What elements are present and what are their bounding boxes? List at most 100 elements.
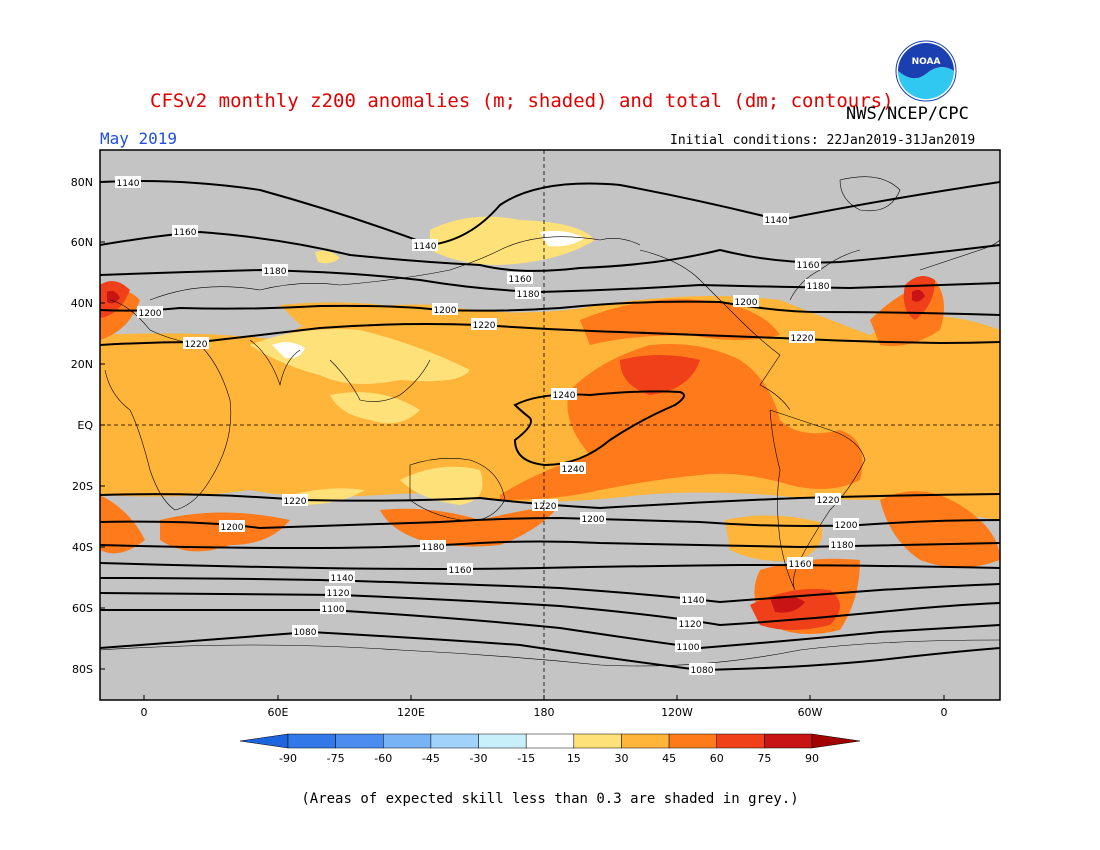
colorbar-segment (525, 733, 575, 749)
anomaly-region-australia-s (380, 505, 560, 547)
svg-text:1180: 1180 (807, 282, 830, 292)
colorbar-segment (621, 733, 670, 749)
longitude-labels: 0 60E 120E 180 120W 60W 0 (141, 695, 948, 719)
contour-1080-s (100, 630, 1000, 672)
lat-label: 60S (72, 602, 93, 615)
svg-text:1160: 1160 (509, 275, 532, 285)
contour-label: 1220 (471, 318, 497, 331)
colorbar-tick-label: 45 (662, 752, 676, 765)
contour-1100-s (100, 609, 1000, 650)
svg-text:1180: 1180 (517, 290, 540, 300)
anomaly-region-australia (400, 466, 483, 505)
latitude-labels: 80N 60N 40N 20N EQ 20S 40S 60S 80S (71, 176, 105, 676)
svg-text:1160: 1160 (797, 261, 820, 271)
contour-label: 1140 (115, 176, 141, 189)
svg-text:1220: 1220 (473, 321, 496, 331)
colorbar-segment (478, 733, 527, 749)
footnote: (Areas of expected skill less than 0.3 a… (301, 791, 799, 807)
svg-text:1180: 1180 (831, 541, 854, 551)
anomaly-region-asia-band (280, 302, 434, 330)
lon-label: 120W (661, 706, 693, 719)
contour-label: 1160 (447, 563, 473, 576)
contour-label: 1180 (420, 540, 446, 553)
forecast-month: May 2019 (100, 129, 178, 148)
anomaly-region-atlantic-s (880, 491, 1000, 568)
svg-text:1200: 1200 (139, 309, 162, 319)
contour-label: 1200 (219, 520, 245, 533)
contour-label: 1080 (689, 663, 715, 676)
anomaly-region-west-edge-s (100, 495, 145, 554)
contour-label: 1180 (262, 264, 288, 277)
anomaly-region-small-60n (315, 250, 340, 264)
svg-text:1200: 1200 (735, 298, 758, 308)
anomaly-region-pacific-white (540, 230, 585, 247)
coast-africa (104, 299, 232, 511)
colorbar-segment (573, 733, 622, 749)
colorbar-tick-label: 90 (805, 752, 819, 765)
contour-1220-n (100, 323, 1000, 346)
contour-label: 1200 (137, 306, 163, 319)
lon-label: 60E (268, 706, 289, 719)
svg-text:1200: 1200 (835, 521, 858, 531)
contour-label: 1120 (677, 617, 703, 630)
svg-text:1220: 1220 (284, 497, 307, 507)
contour-label: 1100 (320, 602, 346, 615)
coast-india (249, 339, 301, 387)
svg-text:1240: 1240 (562, 465, 585, 475)
contour-label: 1200 (833, 518, 859, 531)
svg-text:1140: 1140 (682, 596, 705, 606)
contour-label: 1160 (787, 557, 813, 570)
colorbar-tick-label: -60 (374, 752, 392, 765)
anomaly-region-central-pacific (500, 344, 863, 500)
contour-label: 1220 (789, 331, 815, 344)
contour-label: 1160 (507, 272, 533, 285)
svg-text:1080: 1080 (294, 628, 317, 638)
colorbar-segment (239, 733, 289, 749)
contour-label: 1220 (183, 337, 209, 350)
svg-text:1160: 1160 (789, 560, 812, 570)
colorbar-segment (430, 733, 479, 749)
lat-label: 80S (72, 663, 93, 676)
colorbar-segment (668, 733, 717, 749)
colorbar-tick-label: -15 (517, 752, 535, 765)
anomaly-shading (100, 216, 1000, 634)
contour-label: 1220 (815, 493, 841, 506)
lat-label: 20S (72, 480, 93, 493)
anomaly-region-dark-red-1 (770, 595, 805, 613)
contour-label: 1200 (733, 295, 759, 308)
anomaly-region-pacific-red (620, 355, 700, 395)
contour-label: 1120 (325, 586, 351, 599)
contour-label: 1240 (560, 462, 586, 475)
colorbar-tick-label: -90 (279, 752, 297, 765)
lon-label: 120E (397, 706, 425, 719)
lon-label: 180 (534, 706, 555, 719)
svg-text:1220: 1220 (791, 334, 814, 344)
contour-1200-n (100, 300, 1000, 316)
coastlines (100, 176, 1000, 667)
lat-label: 40S (72, 541, 93, 554)
anomaly-region-pacific-n40 (580, 299, 780, 345)
anomaly-region-tibet (272, 342, 305, 359)
colorbar-segment (811, 733, 861, 749)
colorbar-tick-label: 60 (710, 752, 724, 765)
agency-label: NWS/NCEP/CPC (846, 104, 969, 124)
colorbar-segment (764, 733, 813, 749)
anomaly-region-india (250, 329, 470, 384)
contour-label: 1140 (763, 213, 789, 226)
contour-label: 1220 (532, 499, 558, 512)
svg-text:1160: 1160 (174, 228, 197, 238)
svg-text:1100: 1100 (677, 643, 700, 653)
noaa-logo: NOAA (895, 40, 957, 102)
svg-text:1200: 1200 (434, 306, 457, 316)
logo-text: NOAA (912, 57, 941, 67)
contour-label: 1100 (675, 640, 701, 653)
svg-text:1140: 1140 (331, 574, 354, 584)
coast-greenland (839, 176, 901, 212)
colorbar-tick-label: 15 (567, 752, 581, 765)
contour-label: 1180 (515, 287, 541, 300)
colorbar-tick-label: -75 (327, 752, 345, 765)
svg-text:1200: 1200 (582, 515, 605, 525)
colorbar-segment (383, 733, 432, 749)
coast-europe (919, 239, 1000, 271)
